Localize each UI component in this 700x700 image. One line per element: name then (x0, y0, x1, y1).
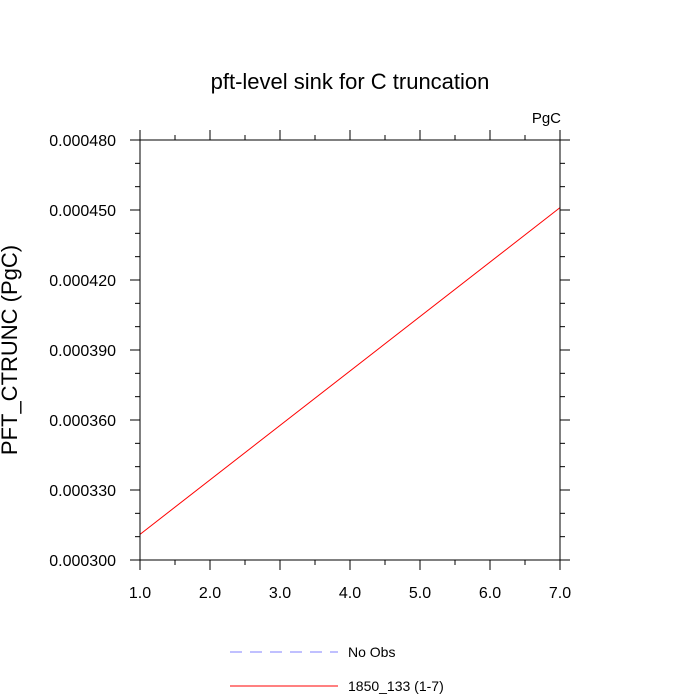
x-tick-label: 4.0 (339, 585, 361, 602)
y-tick-label: 0.000360 (49, 413, 116, 430)
series-layer (139, 207, 561, 535)
x-tick-label: 5.0 (409, 585, 431, 602)
legend-label-1850-133: 1850_133 (1-7) (348, 678, 444, 694)
y-axis-label: PFT_CTRUNC (PgC) (0, 245, 22, 455)
series-line-1 (139, 207, 561, 535)
y-tick-label: 0.000480 (49, 133, 116, 150)
x-tick-label: 2.0 (199, 585, 221, 602)
axis-ticks (130, 130, 570, 570)
y-tick-label: 0.000420 (49, 273, 116, 290)
legend: No Obs 1850_133 (1-7) (230, 644, 444, 694)
legend-label-no-obs: No Obs (348, 644, 395, 660)
x-tick-label: 3.0 (269, 585, 291, 602)
y-tick-label: 0.000300 (49, 553, 116, 570)
x-tick-label: 1.0 (129, 585, 151, 602)
units-label: PgC (532, 110, 561, 127)
y-tick-label: 0.000330 (49, 483, 116, 500)
plot-frame (139, 139, 561, 561)
y-tick-label: 0.000450 (49, 203, 116, 220)
tick-labels: 1.0 2.0 3.0 4.0 5.0 6.0 7.0 0.000300 0.000330 0.0… (49, 133, 571, 602)
x-tick-label: 6.0 (479, 585, 501, 602)
y-tick-label: 0.000390 (49, 343, 116, 360)
x-tick-label: 7.0 (549, 585, 571, 602)
chart-title: pft-level sink for C truncation (211, 69, 490, 94)
